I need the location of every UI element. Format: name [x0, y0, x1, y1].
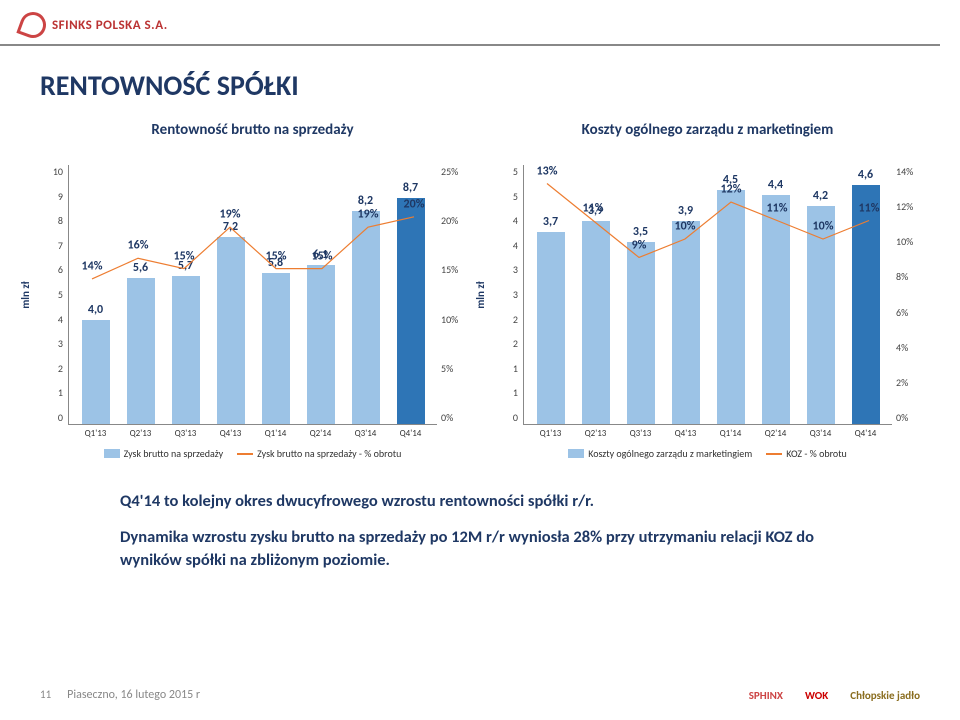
wok-logo-icon: WOK — [805, 689, 828, 702]
legend-label: KOZ - % obrotu — [786, 447, 847, 460]
summary-bullets: Q4'14 to kolejny okres dwucyfrowego wzro… — [120, 490, 860, 571]
chart-profitability: Rentowność brutto na sprzedaży mln zł 10… — [40, 121, 465, 460]
chart2-yaxis-left: 55443322110 — [494, 165, 518, 424]
company-logo: SFINKS POLSKA S.A. — [20, 12, 168, 38]
bar-swatch-icon — [104, 449, 120, 458]
chart1-yaxis-right: 25%20%15%10%5%0% — [441, 165, 471, 424]
chart2-area: mln zł 55443322110 14%12%10%8%6%4%2%0% 3… — [523, 165, 892, 425]
logo-swirl-icon — [16, 8, 49, 41]
legend-label: Zysk brutto na sprzedaży - % obrotu — [257, 447, 401, 460]
page-number: 11 — [40, 688, 51, 701]
chart2-bars: 3,7Q1'133,9Q2'133,5Q3'133,9Q4'134,5Q1'14… — [524, 165, 892, 424]
chart1-title: Rentowność brutto na sprzedaży — [40, 121, 465, 159]
line-swatch-icon — [766, 453, 782, 455]
chlopskie-logo-icon: Chłopskie jadło — [850, 689, 920, 702]
chart-costs: Koszty ogólnego zarządu z marketingiem m… — [495, 121, 920, 460]
bar-swatch-icon — [568, 449, 584, 458]
chart1-ylabel: mln zł — [19, 281, 32, 308]
chart2-title: Koszty ogólnego zarządu z marketingiem — [495, 121, 920, 159]
bullet-1: Q4'14 to kolejny okres dwucyfrowego wzro… — [120, 490, 860, 512]
legend-item: Zysk brutto na sprzedaży - % obrotu — [237, 447, 401, 460]
legend-label: Zysk brutto na sprzedaży — [124, 447, 224, 460]
footer-logos: SPHINX WOK Chłopskie jadło — [749, 689, 920, 702]
chart2-ylabel: mln zł — [474, 281, 487, 308]
footer-location: Piaseczno, 16 lutego 2015 r — [67, 688, 200, 702]
chart1-area: mln zł 109876543210 25%20%15%10%5%0% 4,0… — [68, 165, 437, 425]
footer: 11 Piaseczno, 16 lutego 2015 r SPHINX WO… — [40, 688, 920, 702]
chart1-bars: 4,0Q1'135,6Q2'135,7Q3'137,2Q4'135,8Q1'14… — [69, 165, 437, 424]
legend-item: Zysk brutto na sprzedaży — [104, 447, 224, 460]
company-name: SFINKS POLSKA S.A. — [52, 18, 168, 33]
charts-row: Rentowność brutto na sprzedaży mln zł 10… — [40, 121, 920, 460]
page-title: RENTOWNOŚĆ SPÓŁKI — [40, 68, 920, 103]
legend-item: Koszty ogólnego zarządu z marketingiem — [568, 447, 752, 460]
chart2-yaxis-right: 14%12%10%8%6%4%2%0% — [896, 165, 926, 424]
line-swatch-icon — [237, 453, 253, 455]
legend-item: KOZ - % obrotu — [766, 447, 847, 460]
header-rule — [0, 44, 940, 46]
sphinx-logo-icon: SPHINX — [749, 689, 783, 702]
chart1-yaxis-left: 109876543210 — [39, 165, 63, 424]
chart2-legend: Koszty ogólnego zarządu z marketingiem K… — [495, 447, 920, 460]
bullet-2: Dynamika wzrostu zysku brutto na sprzeda… — [120, 526, 860, 571]
chart1-legend: Zysk brutto na sprzedaży Zysk brutto na … — [40, 447, 465, 460]
legend-label: Koszty ogólnego zarządu z marketingiem — [588, 447, 752, 460]
